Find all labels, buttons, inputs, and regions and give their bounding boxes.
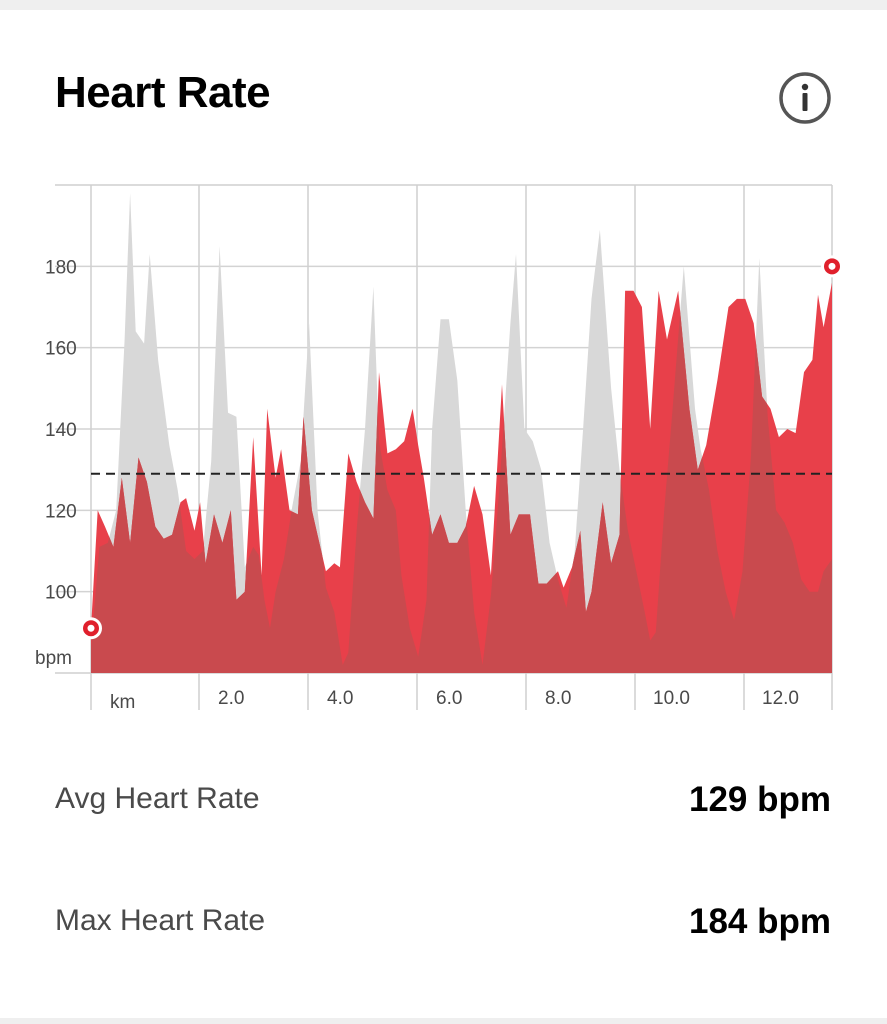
chart-areas xyxy=(91,193,832,673)
info-circle-icon xyxy=(779,72,831,124)
info-button[interactable] xyxy=(778,71,832,125)
x-tick-label: 10.0 xyxy=(653,688,690,709)
x-unit-label: km xyxy=(110,692,135,713)
end-marker xyxy=(821,255,843,278)
chart-markers xyxy=(80,255,843,640)
avg-heart-rate-label: Avg Heart Rate xyxy=(55,782,260,815)
x-tick-label: 12.0 xyxy=(762,688,799,709)
x-tick-label: 6.0 xyxy=(436,688,462,709)
x-tick-label: 4.0 xyxy=(327,688,353,709)
page-title: Heart Rate xyxy=(55,68,271,117)
x-axis-ticks: km 2.0 4.0 6.0 8.0 10.0 12.0 xyxy=(110,688,799,713)
max-heart-rate-value: 184 bpm xyxy=(689,902,831,941)
x-tick-label: 2.0 xyxy=(218,688,244,709)
max-heart-rate-label: Max Heart Rate xyxy=(55,904,266,937)
y-tick-label: 100 xyxy=(45,583,77,604)
y-axis-ticks: bpm 100 120 140 160 180 xyxy=(35,257,77,669)
top-divider xyxy=(0,0,887,10)
heart-rate-area xyxy=(91,282,832,673)
bottom-divider xyxy=(0,1018,887,1024)
y-tick-label: 160 xyxy=(45,339,77,360)
y-tick-label: 140 xyxy=(45,420,77,441)
y-unit-label: bpm xyxy=(35,648,72,669)
start-marker xyxy=(80,617,102,640)
y-tick-label: 120 xyxy=(45,501,77,522)
avg-heart-rate-value: 129 bpm xyxy=(689,780,831,819)
y-tick-label: 180 xyxy=(45,257,77,278)
heart-rate-chart: bpm 100 120 140 160 180 km 2.0 4.0 6.0 8.0 10.0 12.… xyxy=(35,184,843,713)
x-tick-label: 8.0 xyxy=(545,688,571,709)
overlap-area xyxy=(91,282,832,673)
